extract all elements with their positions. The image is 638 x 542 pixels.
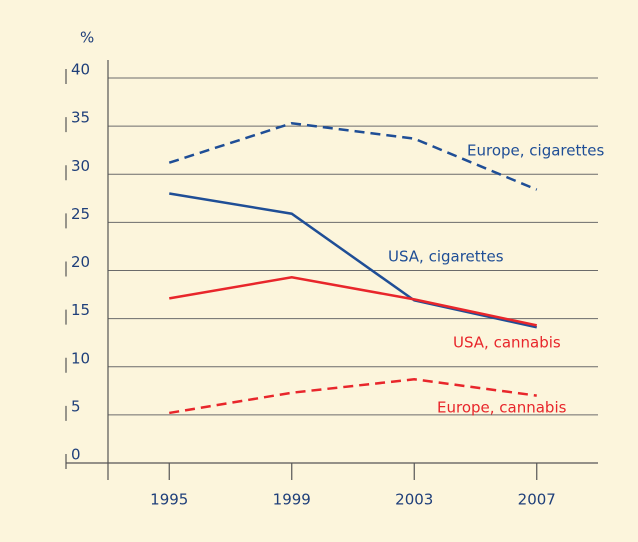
x-tick-label: 1995 (150, 491, 188, 509)
series-label: USA, cigarettes (388, 248, 504, 266)
y-tick-label: 10 (71, 349, 90, 367)
y-tick-label: 0 (71, 446, 81, 464)
x-tick-label: 2003 (395, 491, 433, 509)
series-line (169, 378, 537, 415)
y-tick-label: 30 (71, 157, 90, 175)
series-line (169, 192, 538, 329)
x-tick-label: 2007 (518, 491, 556, 509)
series-label: Europe, cannabis (437, 399, 567, 417)
y-tick-label: 20 (71, 253, 90, 271)
series-line (169, 275, 538, 327)
y-tick-label: 25 (71, 205, 90, 223)
y-tick-label: 35 (71, 109, 90, 127)
y-tick-label: 40 (71, 61, 90, 79)
y-tick-label: 5 (71, 397, 81, 415)
series-line (168, 121, 538, 191)
y-axis-label: % (80, 29, 94, 47)
series-label: USA, cannabis (453, 334, 561, 352)
series-label: Europe, cigarettes (467, 142, 604, 160)
x-tick-label: 1999 (273, 491, 311, 509)
y-tick-label: 15 (71, 301, 90, 319)
